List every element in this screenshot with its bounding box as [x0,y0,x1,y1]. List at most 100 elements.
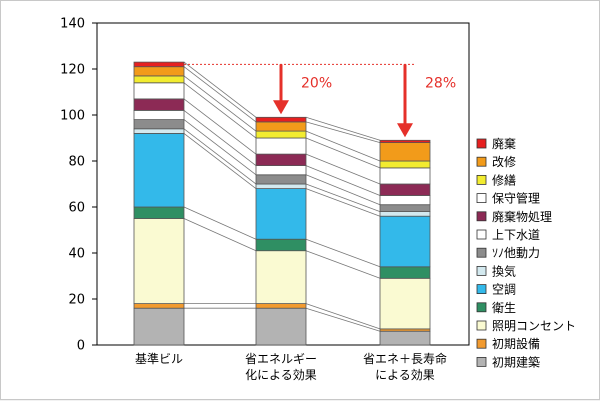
bar-segment [379,330,431,346]
legend-label: ｿﾉ他動力 [492,246,540,260]
legend-swatch [476,284,487,295]
reduction-percent: 20% [301,75,332,91]
connector-line [305,238,381,268]
legend-label: 初期建築 [492,354,540,369]
y-tick-label: 60 [68,201,85,216]
y-tick-label: 80 [68,155,85,170]
bar-segment [379,277,431,330]
bar-segment [379,204,431,212]
bar-segment [255,188,307,240]
connector-line [183,98,257,155]
connector-line [305,165,381,196]
bar-segment [255,183,307,189]
bar-segment [379,160,431,169]
x-category-label: 省エネ＋長寿命 [363,351,447,366]
y-tick-label: 120 [60,63,85,78]
bar-segment [379,142,431,162]
bar-segment [133,82,185,100]
legend-label: 衛生 [492,301,516,315]
bar-segment [379,183,431,196]
connector-line [183,82,257,139]
connector-line [305,174,381,206]
bar-segment [379,195,431,206]
bar-segment [255,250,307,304]
bar-segment [379,167,431,185]
connector-line [305,250,381,279]
connector-line [183,75,257,132]
bar-segment [255,137,307,155]
legend-swatch [476,156,487,167]
connector-line [305,116,381,141]
legend-swatch [476,338,487,349]
connector-line [305,303,381,330]
bar-segment [255,121,307,132]
legend-swatch [476,211,487,222]
connector-line [183,206,257,240]
legend-label: 照明コンセント [492,319,576,333]
y-tick-label: 140 [60,17,85,32]
legend-swatch [476,138,487,149]
legend-label: 初期設備 [492,336,540,351]
legend-label: 上下水道 [492,228,540,242]
connector-line [183,218,257,252]
connector-line [183,61,257,118]
bar-segment [133,132,185,208]
connector-line [305,121,381,143]
bar-segment [255,116,307,123]
connector-line [305,183,381,212]
legend-label: 保守管理 [492,191,540,206]
legend-label: 換気 [492,263,516,278]
legend-label: 修繕 [492,172,516,187]
bar-segment [255,130,307,139]
connector-line [305,153,381,185]
y-tick-label: 40 [68,247,85,262]
bar-segment [133,206,185,219]
connector-line [183,66,257,123]
annotation-layer: 20% 28% [184,63,456,138]
bar-segment [133,307,185,346]
bar-segment [133,61,185,68]
bar-segment [255,153,307,167]
y-tick-label: 100 [60,109,85,124]
bar-segment [379,139,431,144]
legend-swatch [476,320,487,331]
bar-segment [255,307,307,346]
y-tick-label: 0 [77,339,85,354]
connector-line [183,110,257,166]
bar-segment [255,238,307,252]
legend-swatch [476,229,487,240]
bar-segment [133,98,185,111]
reduction-arrowhead [397,123,413,138]
bar-segment [133,119,185,130]
bar-segment [379,211,431,217]
connector-line [183,119,257,176]
legend-label: 改修 [492,154,516,169]
legend-label: 廃棄物処理 [492,209,552,224]
legend-swatch [476,193,487,204]
connector-layer [183,61,381,332]
x-category-label: による効果 [375,367,435,382]
connector-line [183,133,257,189]
reduction-arrowhead [273,100,289,115]
bar-layer [133,61,431,346]
bar-segment [133,110,185,121]
bar-segment [255,303,307,309]
bar-segment [379,215,431,268]
x-category-label: 省エネルギー [245,352,317,366]
bar-segment [133,66,185,77]
legend-swatch [476,247,487,258]
x-category-label: 基準ビル [135,351,183,366]
connector-line [305,137,381,169]
reduction-percent: 28% [425,75,456,91]
bar-segment [255,174,307,185]
connector-line [305,188,381,217]
connector-line [305,307,381,332]
bar-segment [133,218,185,304]
legend-swatch [476,302,487,313]
bar-segment [133,75,185,84]
connector-line [305,130,381,162]
connector-line [183,128,257,185]
